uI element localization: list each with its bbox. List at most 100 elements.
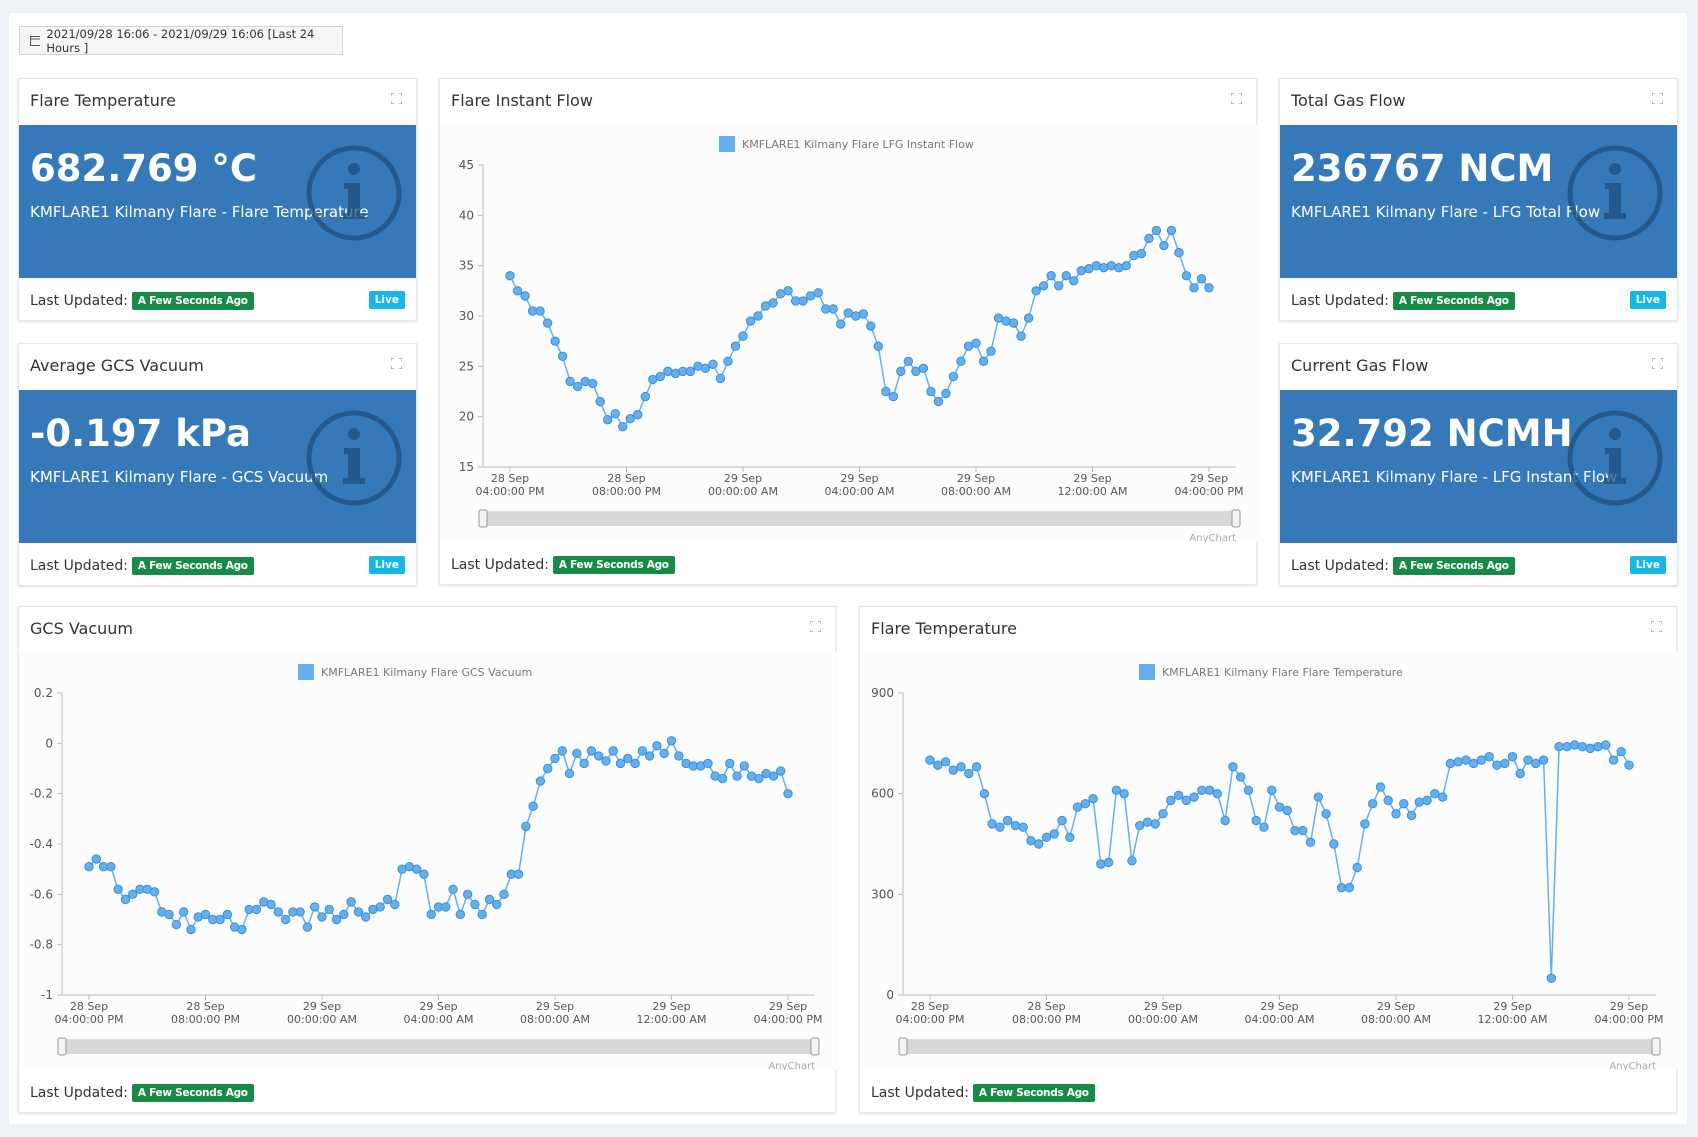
data-point [956, 356, 966, 367]
data-point [550, 336, 560, 346]
y-tick-label: -0.4 [30, 837, 53, 851]
data-point [674, 751, 684, 761]
card-footer: Last Updated: A Few Seconds Ago [871, 1084, 1095, 1102]
data-point [477, 909, 487, 920]
x-tick-label: 29 Sep [769, 1000, 807, 1013]
calendar-icon [30, 36, 41, 46]
data-point [948, 765, 959, 775]
x-tick-label: 08:00:00 PM [592, 485, 661, 498]
data-point [106, 861, 116, 872]
data-point [1290, 825, 1300, 836]
data-point [1243, 785, 1254, 796]
data-point [926, 386, 936, 397]
x-tick-label: 29 Sep [1073, 472, 1111, 485]
data-point [84, 861, 94, 872]
data-point [1484, 752, 1494, 762]
card-header: Average GCS Vacuum [19, 344, 416, 391]
chart-card: Flare Instant Flow 15 20 25 30 35 40 45 28 Sep 04… [439, 78, 1258, 585]
stat-description: KMFLARE1 Kilmany Flare - LFG Total Flow [1291, 203, 1601, 221]
card-footer: Last Updated: A Few Seconds Ago [1291, 557, 1515, 575]
live-badge: Live [368, 291, 405, 309]
data-point [866, 321, 876, 331]
expand-button[interactable] [391, 93, 402, 104]
plot-background [19, 653, 837, 1070]
data-point [987, 819, 997, 829]
x-tick-label: 12:00:00 AM [1478, 1013, 1548, 1026]
data-point [1368, 799, 1378, 809]
expand-button[interactable] [391, 358, 402, 369]
data-point [1189, 792, 1199, 802]
x-tick-label: 29 Sep [840, 472, 878, 485]
data-point [836, 319, 846, 329]
data-point [1127, 856, 1137, 866]
data-point [1212, 788, 1223, 799]
scroller-handle [898, 1037, 908, 1056]
legend-swatch [1139, 664, 1155, 680]
data-point [1507, 752, 1518, 762]
expand-button[interactable] [1652, 358, 1663, 369]
data-point [700, 363, 711, 374]
expand-button[interactable] [1651, 621, 1662, 632]
data-point [215, 914, 225, 925]
y-tick-label: 0.2 [34, 686, 53, 700]
data-point [941, 388, 951, 399]
updated-badge: A Few Seconds Ago [552, 556, 675, 574]
data-point [1546, 973, 1557, 983]
y-tick-label: 0 [45, 736, 53, 750]
data-point [1492, 760, 1502, 770]
data-point [1010, 820, 1021, 831]
x-tick-label: 29 Sep [536, 1000, 574, 1013]
data-point [543, 763, 553, 774]
data-point [1360, 819, 1370, 829]
y-tick-label: 15 [459, 460, 474, 474]
data-point [127, 889, 138, 900]
card-footer: Last Updated: A Few Seconds Ago [30, 1084, 254, 1102]
info-dot [1609, 163, 1621, 175]
chart-card: Flare Temperature 0 300 600 900 28 Sep 04:00:0… [859, 606, 1678, 1113]
data-point [557, 746, 567, 756]
data-point [1174, 247, 1184, 258]
info-dot [348, 163, 360, 175]
data-point [317, 912, 327, 922]
y-tick-label: 300 [871, 887, 894, 901]
data-point [1196, 274, 1207, 284]
chart-credit: AnyChart [768, 1061, 815, 1070]
data-point [492, 899, 502, 910]
data-point [505, 271, 515, 281]
data-point [1220, 815, 1230, 826]
x-tick-label: 28 Sep [607, 472, 645, 485]
data-point [1008, 318, 1019, 328]
data-point [1173, 790, 1184, 801]
x-tick-label: 12:00:00 AM [1058, 485, 1128, 498]
date-range-button[interactable]: 2021/09/28 16:06 - 2021/09/29 16:06 [Las… [19, 26, 343, 55]
data-point [903, 356, 914, 367]
data-point [528, 801, 538, 811]
card-title: Total Gas Flow [1291, 91, 1406, 110]
data-point [1150, 819, 1160, 829]
data-point [360, 912, 371, 922]
data-point [1562, 741, 1572, 752]
data-point [754, 773, 764, 784]
expand-icon [391, 358, 402, 369]
data-point [745, 316, 756, 326]
info-dot [348, 428, 360, 440]
stat-box: 236767 NCM KMFLARE1 Kilmany Flare - LFG T… [1280, 125, 1677, 278]
expand-button[interactable] [810, 621, 821, 632]
data-point [1197, 785, 1207, 796]
data-point [186, 924, 196, 935]
data-point [603, 414, 613, 425]
expand-button[interactable] [1231, 93, 1242, 104]
data-point [1053, 281, 1064, 291]
data-point [888, 391, 899, 402]
updated-badge: A Few Seconds Ago [131, 292, 254, 310]
live-badge: Live [1629, 556, 1666, 574]
info-ring [306, 410, 402, 506]
data-point [739, 761, 750, 771]
stat-card: Flare Temperature 682.769 °C KMFLARE1 Kilm… [18, 78, 417, 321]
y-tick-label: -0.8 [30, 938, 53, 952]
data-point [783, 788, 793, 799]
data-point [956, 762, 966, 772]
x-tick-label: 28 Sep [1027, 1000, 1065, 1013]
expand-button[interactable] [1652, 93, 1663, 104]
data-point [717, 773, 728, 784]
